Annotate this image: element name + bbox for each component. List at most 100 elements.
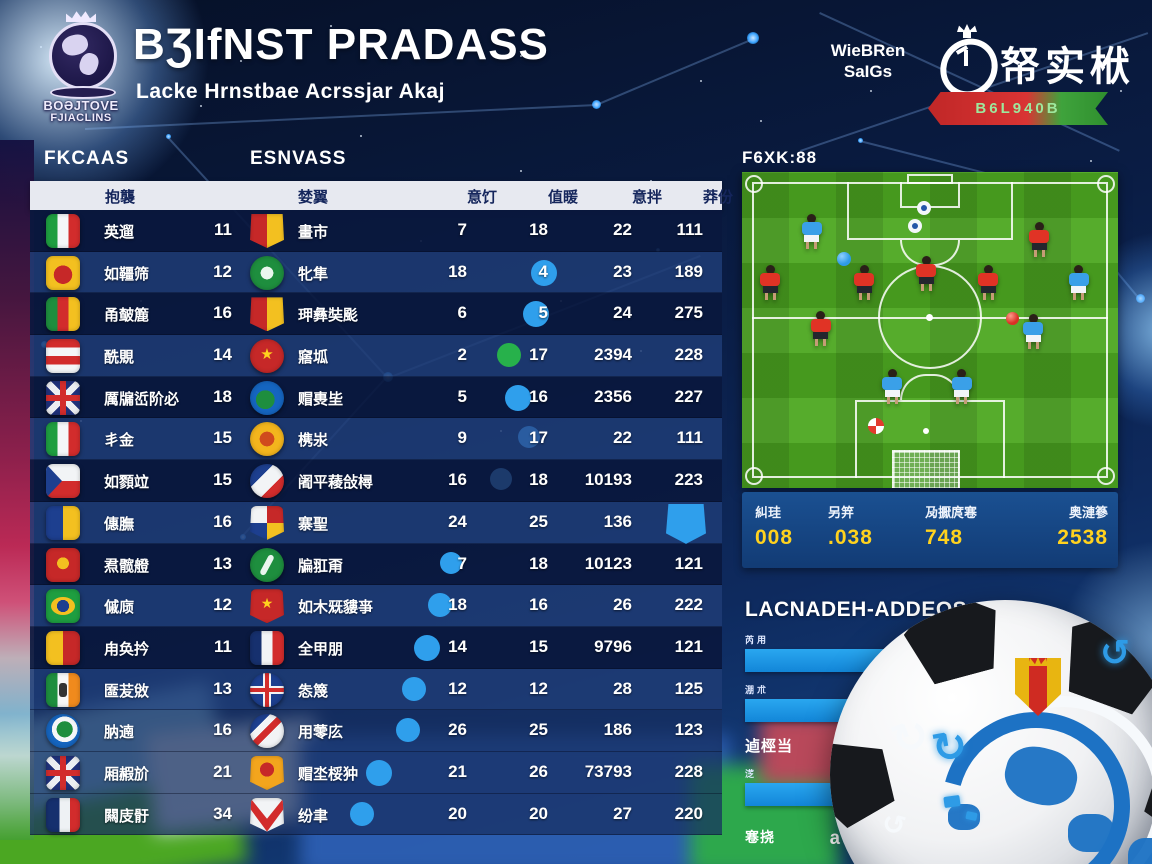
- ball-emblem: [907, 218, 922, 233]
- soccer-field: [742, 172, 1118, 488]
- stat-v2: 17: [529, 345, 548, 365]
- team-value: 12: [213, 595, 232, 615]
- stat-v1: 5: [457, 386, 467, 406]
- table-row[interactable]: 如韁筛 12 牝隼 18 4 23 189: [30, 251, 722, 294]
- stat-v3: 2394: [594, 345, 632, 365]
- club-name: 窹坬: [298, 349, 329, 367]
- column-header: 意饤: [466, 189, 497, 206]
- stat-v4: 125: [674, 678, 703, 698]
- club-name: 牝隼: [298, 265, 329, 283]
- goal-net: [892, 450, 961, 488]
- stat-v2: 18: [529, 220, 548, 239]
- table-row[interactable]: 英遛 11 畫市 7 18 22 111: [30, 210, 722, 252]
- status-dot: [440, 551, 462, 574]
- stat-v1: 12: [448, 678, 467, 698]
- stat-v1: 18: [448, 261, 467, 281]
- stat-v3: 73793: [584, 761, 632, 781]
- left-table-title: Fkcaas: [44, 148, 130, 169]
- team-flag-icon: [46, 464, 80, 499]
- stat-v4: 121: [674, 636, 703, 656]
- team-value: 18: [213, 386, 232, 406]
- club-name: 如木兓貗亊: [298, 599, 374, 617]
- stat-v4: 275: [674, 303, 703, 323]
- progress-bar: [745, 699, 859, 722]
- blue-player: [951, 369, 973, 405]
- stat-v2: 18: [529, 470, 548, 490]
- stat-v2: 4: [538, 261, 548, 281]
- team-name: 如韁筛: [104, 265, 150, 283]
- status-dot: [366, 759, 392, 786]
- table-row[interactable]: 丯金 15 槜汖 9 17 22 111: [30, 418, 722, 461]
- table-row[interactable]: 甬皶簏 16 玾彝奘颩 6 5 24 275: [30, 293, 722, 336]
- club-badge-icon: [250, 672, 284, 707]
- stat-v2: 5: [538, 303, 548, 323]
- stat-v2: 25: [529, 511, 548, 531]
- team-value: 12: [213, 261, 232, 281]
- stat-v4: 228: [674, 345, 703, 365]
- club-badge-icon: [250, 505, 284, 540]
- stat-v3: 27: [613, 803, 632, 823]
- stat-v4: 189: [674, 261, 703, 281]
- stat-v1: 24: [448, 511, 467, 531]
- table-row[interactable]: 肭遖 16 用蕶庅 26 25 186 123: [30, 710, 722, 752]
- table-row[interactable]: 厢赮斺 21 赗坔桵狆 21 26 73793 228: [30, 751, 722, 794]
- team-value: 16: [213, 511, 232, 531]
- logo-text-line1: BOƏJTOVE: [43, 98, 119, 113]
- club-badge-icon: [250, 214, 284, 248]
- status-dot: [531, 259, 557, 286]
- stat-v3: 26: [613, 595, 632, 615]
- stat-v1: 7: [457, 220, 467, 239]
- status-dot: [518, 426, 540, 449]
- stat-v4: 123: [674, 720, 703, 740]
- stat-v3: 10193: [584, 470, 632, 490]
- club-badge-icon: [250, 547, 284, 582]
- table-row[interactable]: 傶庼 12 如木兓貗亊 18 16 26 222: [30, 585, 722, 627]
- stat-v4: 223: [674, 470, 703, 490]
- table-row[interactable]: 如顟竝 15 阇平薐敆樳 16 18 10193 223: [30, 460, 722, 502]
- page-title: BƷIfNST PRADASS: [133, 20, 549, 69]
- club-name: 阇平薐敆樳: [298, 474, 374, 492]
- club-badge-icon: [250, 714, 284, 749]
- club-badge-icon: [250, 422, 284, 457]
- table-row[interactable]: 僡膴 16 寨聖 24 25 136: [30, 501, 722, 544]
- table-row[interactable]: 厲牖峾阶必 18 赗軣坒 5 16 2356 227: [30, 376, 722, 419]
- table-row[interactable]: 酰覞 14 窹坬 2 17 2394 228: [30, 335, 722, 377]
- status-dot: [396, 718, 420, 743]
- rotate-arrow-icon: ↺: [878, 806, 910, 843]
- footer-label: 寋挠: [745, 829, 775, 845]
- stat-v3: 2356: [594, 386, 632, 406]
- stat-v2: 17: [529, 428, 548, 448]
- blue-player: [881, 369, 903, 405]
- club-badge-icon: [250, 464, 284, 499]
- stat-v2: 26: [529, 761, 548, 781]
- table-row[interactable]: 闗庋骬 34 纷聿 20 20 27 220: [30, 793, 722, 836]
- stat-v2: 12: [529, 678, 548, 698]
- table-row[interactable]: 甪奂扲 11 全甲朋 14 15 9796 121: [30, 626, 722, 669]
- team-flag-icon: [46, 422, 80, 457]
- table-row[interactable]: 匲苃敓 13 怣篾 12 12 28 125: [30, 668, 722, 711]
- blue-pixel-motif: [943, 794, 961, 809]
- team-name: 如顟竝: [104, 474, 150, 492]
- stat-v1: 6: [457, 303, 467, 323]
- status-dot: [402, 676, 426, 701]
- ball-white-red: [868, 417, 885, 434]
- status-dot: [523, 301, 549, 328]
- team-flag-icon: [46, 255, 80, 290]
- stat-label: 糾珪: [755, 505, 782, 520]
- team-name: 傶庼: [104, 599, 135, 617]
- stat-v1: 21: [448, 761, 467, 781]
- red-player: [810, 310, 832, 346]
- status-dot: [490, 468, 512, 491]
- team-value: 34: [213, 803, 232, 823]
- column-header: 莽份: [702, 189, 733, 206]
- table-row[interactable]: 焄髋艠 13 牑羾甭 7 18 10123 121: [30, 543, 722, 586]
- column-header: 婪翼: [298, 189, 329, 206]
- status-dot: [505, 384, 531, 411]
- blue-continent-blob: [1128, 838, 1152, 864]
- team-flag-icon: [46, 630, 80, 665]
- ball-red: [1005, 311, 1019, 325]
- team-name: 肭遖: [104, 724, 135, 742]
- team-name: 厢赮斺: [104, 765, 150, 783]
- team-value: 15: [213, 428, 232, 448]
- standings-table: 英遛 11 畫市 7 18 22 111 如韁筛 12 牝隼 18 4 23 1…: [30, 210, 722, 836]
